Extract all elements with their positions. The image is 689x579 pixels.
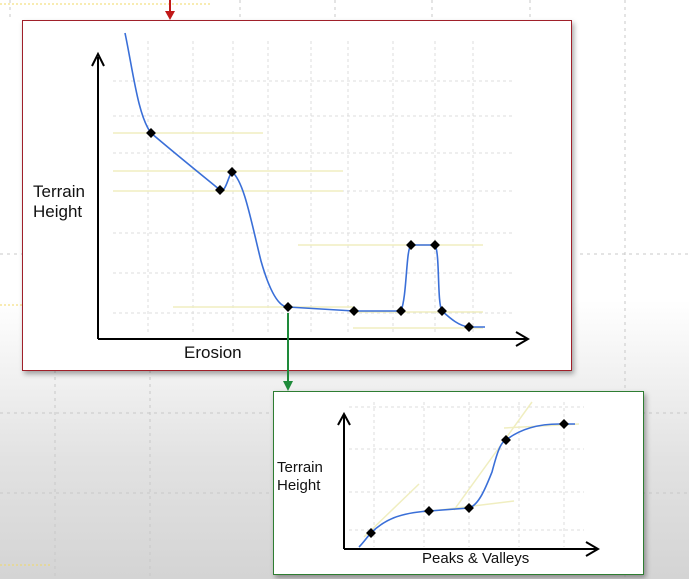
peaks-curve: [359, 424, 575, 547]
erosion-chart-panel: Terrain Height Erosion: [22, 20, 572, 371]
peaks-y-axis-label: Terrain Height: [277, 459, 323, 495]
peaks-y-label-line2: Height: [277, 477, 323, 495]
erosion-curve: [125, 33, 485, 327]
erosion-point: [464, 322, 474, 332]
peaks-point: [424, 506, 434, 516]
erosion-point: [406, 240, 416, 250]
peaks-axes: [338, 414, 598, 556]
erosion-point: [283, 302, 293, 312]
peaks-point: [559, 419, 569, 429]
erosion-guide-lines: [113, 133, 483, 328]
peaks-x-axis-label: Peaks & Valleys: [422, 550, 529, 568]
erosion-point: [430, 240, 440, 250]
erosion-control-points: [146, 128, 474, 332]
erosion-gridlines: [113, 41, 513, 333]
peaks-y-label-line1: Terrain: [277, 459, 323, 477]
peaks-valleys-chart: [274, 392, 643, 574]
peaks-valleys-chart-panel: Terrain Height Peaks & Valleys: [273, 391, 644, 575]
erosion-axes: [92, 54, 528, 346]
peaks-point: [464, 503, 474, 513]
erosion-point: [396, 306, 406, 316]
erosion-y-label-line2: Height: [33, 202, 85, 222]
peaks-control-points: [366, 419, 569, 538]
erosion-x-axis-label: Erosion: [184, 343, 242, 363]
erosion-y-label-line1: Terrain: [33, 182, 85, 202]
erosion-chart: [23, 21, 571, 370]
erosion-y-axis-label: Terrain Height: [33, 182, 85, 223]
